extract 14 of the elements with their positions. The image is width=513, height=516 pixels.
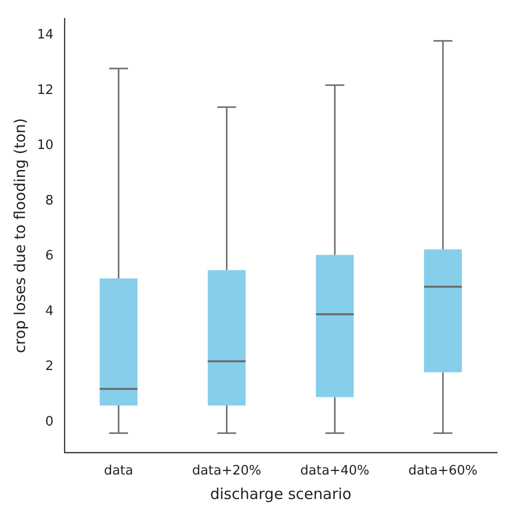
y-tick-label: 2 [45, 359, 54, 374]
y-tick-label: 12 [36, 82, 54, 98]
y-tick-label: 4 [45, 304, 54, 319]
y-tick-label: 8 [45, 193, 54, 208]
y-tick-label: 14 [36, 28, 54, 43]
x-tick-label: data [104, 464, 134, 479]
y-tick-label: 0 [45, 414, 54, 430]
y-tick-label: 10 [36, 138, 54, 154]
x-tick-label: data+60% [408, 464, 478, 479]
y-tick-label: 6 [45, 248, 54, 264]
x-axis-title: discharge scenario [210, 484, 352, 503]
y-axis-title: crop loses due to flooding (ton) [10, 118, 29, 354]
x-tick-label: data+40% [300, 464, 370, 479]
x-tick-label: data+20% [192, 464, 262, 479]
